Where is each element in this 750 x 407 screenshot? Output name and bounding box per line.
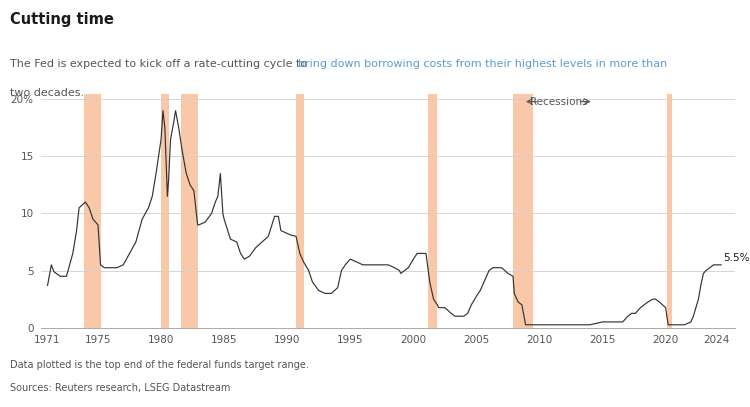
Text: 5.5%: 5.5%	[723, 253, 749, 263]
Text: The Fed is expected to kick off a rate-cutting cycle to: The Fed is expected to kick off a rate-c…	[10, 59, 310, 69]
Bar	[182, 94, 198, 328]
Bar	[84, 94, 100, 328]
Text: bring down borrowing costs from their highest levels in more than: bring down borrowing costs from their hi…	[298, 59, 668, 69]
Bar	[161, 94, 169, 328]
Text: Cutting time: Cutting time	[10, 12, 114, 27]
Bar	[296, 94, 304, 328]
Bar	[667, 94, 672, 328]
Text: Data plotted is the top end of the federal funds target range.: Data plotted is the top end of the feder…	[10, 360, 309, 370]
Bar	[513, 94, 533, 328]
Text: two decades.: two decades.	[10, 88, 84, 98]
Bar	[428, 94, 437, 328]
Text: Recessions: Recessions	[530, 96, 587, 107]
Text: Sources: Reuters research, LSEG Datastream: Sources: Reuters research, LSEG Datastre…	[10, 383, 230, 393]
